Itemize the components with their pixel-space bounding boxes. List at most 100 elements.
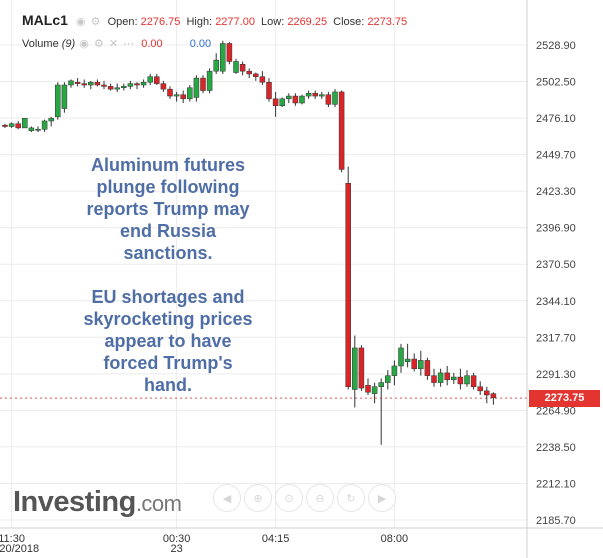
candle-body[interactable] <box>464 375 470 385</box>
candle-body[interactable] <box>22 117 28 129</box>
settings-icon[interactable]: ⚙ <box>93 38 104 50</box>
candle-body[interactable] <box>35 129 41 131</box>
candle-body[interactable] <box>154 76 160 84</box>
candle-body[interactable] <box>431 375 437 383</box>
candle-body[interactable] <box>226 43 233 62</box>
candle-body[interactable] <box>28 127 35 131</box>
candle-body[interactable] <box>68 80 74 86</box>
scroll-right-icon[interactable]: ▶ <box>368 484 396 512</box>
open-value: 2276.75 <box>140 16 181 28</box>
candle-body[interactable] <box>490 393 497 399</box>
candle-body[interactable] <box>404 358 411 363</box>
candle-body[interactable] <box>365 385 371 393</box>
candle-body[interactable] <box>114 87 120 90</box>
current-price-tag: 2273.75 <box>529 389 600 407</box>
scroll-left-icon[interactable]: ◀ <box>213 484 241 512</box>
price-tick-label: 2185.70 <box>536 515 576 527</box>
candle-body[interactable] <box>48 117 54 122</box>
candle-body[interactable] <box>470 375 477 387</box>
refresh-icon[interactable]: ↻ <box>337 484 365 512</box>
candle-body[interactable] <box>15 123 21 129</box>
candle-body[interactable] <box>160 83 167 90</box>
zoom-in-icon[interactable]: ⊕ <box>244 484 272 512</box>
annotation-line: EU shortages and <box>91 287 245 307</box>
candle-body[interactable] <box>391 365 398 376</box>
candle-body[interactable] <box>180 94 186 100</box>
candle-body[interactable] <box>193 77 200 98</box>
candle-body[interactable] <box>338 91 345 170</box>
price-axis[interactable]: 2528.90 2502.50 2476.10 2449.70 2423.30 2396.… <box>536 40 576 527</box>
candle-body[interactable] <box>88 81 94 86</box>
candle-body[interactable] <box>2 124 8 127</box>
candle-body[interactable] <box>8 123 15 127</box>
candle-body[interactable] <box>272 98 279 107</box>
candle-body[interactable] <box>444 372 450 381</box>
candle-body[interactable] <box>246 70 252 75</box>
candle-body[interactable] <box>437 372 444 383</box>
candle-body[interactable] <box>305 93 312 97</box>
eye-icon[interactable]: ◉ <box>79 38 89 50</box>
candle-body[interactable] <box>140 81 147 86</box>
zoom-reset-icon[interactable]: ⊙ <box>275 484 303 512</box>
candle-body[interactable] <box>457 376 464 385</box>
candle-body[interactable] <box>484 390 490 396</box>
candle-body[interactable] <box>319 94 325 97</box>
candle-body[interactable] <box>332 91 338 105</box>
candle-body[interactable] <box>378 382 384 387</box>
candle-body[interactable] <box>233 61 239 73</box>
eye-icon[interactable]: ◉ <box>75 16 86 28</box>
candle-body[interactable] <box>266 81 272 100</box>
candle-body[interactable] <box>94 81 101 86</box>
low-value: 2269.25 <box>287 16 328 28</box>
candle-body[interactable] <box>477 386 483 392</box>
candle-body[interactable] <box>134 83 140 86</box>
close-icon[interactable]: ✕ <box>108 38 119 50</box>
candle-body[interactable] <box>345 183 351 387</box>
candle-body[interactable] <box>253 73 259 77</box>
candle-body[interactable] <box>187 87 193 100</box>
candle-body[interactable] <box>299 95 305 104</box>
annotation-line: skyrocketing prices <box>83 309 253 329</box>
candle-body[interactable] <box>451 376 457 381</box>
candle-body[interactable] <box>385 375 391 383</box>
candle-body[interactable] <box>358 347 365 389</box>
candle-body[interactable] <box>101 84 107 87</box>
candle-body[interactable] <box>55 84 61 118</box>
dots-icon[interactable]: ⋯ <box>123 38 135 50</box>
settings-icon[interactable]: ⚙ <box>90 16 101 28</box>
candle-body[interactable] <box>292 95 299 104</box>
candle-body[interactable] <box>61 84 68 109</box>
candle-body[interactable] <box>239 63 246 72</box>
candle-body[interactable] <box>173 94 180 97</box>
candle-body[interactable] <box>41 120 48 130</box>
candle-body[interactable] <box>352 347 358 390</box>
zoom-out-icon[interactable]: ⊖ <box>306 484 334 512</box>
candle-body[interactable] <box>213 59 219 72</box>
candle-body[interactable] <box>286 95 292 100</box>
candle-body[interactable] <box>418 360 424 369</box>
candle-body[interactable] <box>74 81 81 84</box>
annotation-text-1: Aluminum futures plunge following report… <box>48 154 288 264</box>
candle-body[interactable] <box>200 77 206 91</box>
candle-body[interactable] <box>325 94 332 105</box>
candle-body[interactable] <box>312 93 318 97</box>
candle-body[interactable] <box>411 358 417 369</box>
brand-suffix: .com <box>135 491 182 516</box>
candle-body[interactable] <box>259 76 266 83</box>
candle-body[interactable] <box>167 88 173 97</box>
candle-body[interactable] <box>107 86 114 90</box>
annotation-line: Aluminum futures <box>90 155 245 175</box>
candle-body[interactable] <box>220 43 226 72</box>
candle-body[interactable] <box>147 76 153 83</box>
candle-body[interactable] <box>279 98 285 107</box>
candle-body[interactable] <box>206 70 213 91</box>
price-tick-label: 2291.30 <box>536 369 576 381</box>
candle-body[interactable] <box>127 83 134 87</box>
candle-body[interactable] <box>424 360 431 376</box>
candle-body[interactable] <box>81 83 87 86</box>
candle-body[interactable] <box>121 86 127 89</box>
candle-body[interactable] <box>371 386 378 394</box>
candle-body[interactable] <box>398 347 404 367</box>
